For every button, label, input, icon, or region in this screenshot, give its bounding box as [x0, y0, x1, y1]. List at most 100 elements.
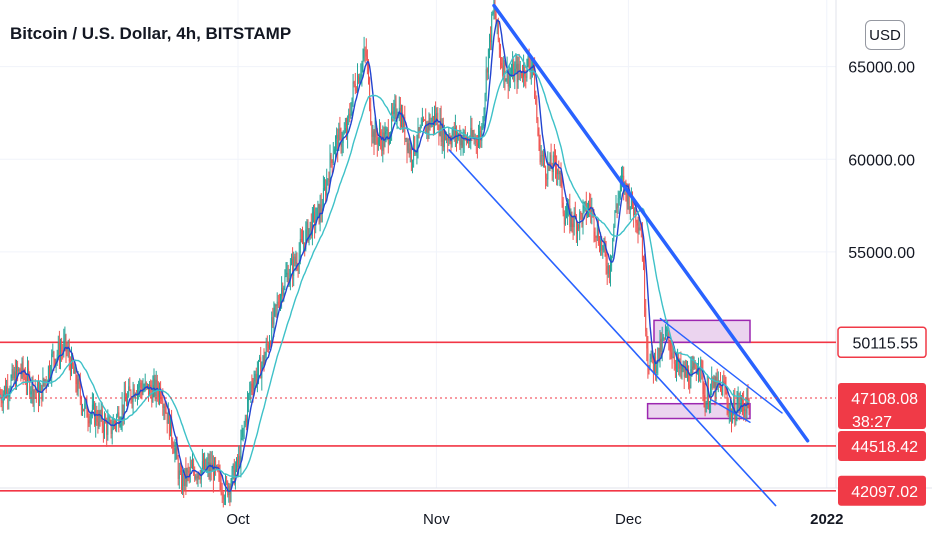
candle-body: [29, 375, 31, 395]
price-tick-label: 60000.00: [848, 152, 915, 169]
candle-body: [416, 146, 418, 153]
candle-body: [617, 197, 619, 208]
candle-body: [584, 201, 586, 204]
candle-body: [222, 494, 224, 500]
candle-body: [249, 392, 251, 395]
candle-body: [264, 355, 266, 365]
candle-body: [218, 470, 220, 472]
candle-body: [575, 218, 577, 234]
inner-resistance-trendline[interactable]: [659, 317, 783, 414]
candle-body: [204, 459, 206, 470]
candle-body: [25, 383, 27, 385]
candle-body: [361, 63, 363, 75]
candle-body: [329, 154, 331, 183]
candle-body: [276, 301, 278, 307]
candle-body: [710, 388, 712, 403]
candle-body: [43, 378, 45, 384]
candle-body: [655, 356, 657, 373]
candle-body: [393, 106, 395, 115]
candle-body: [621, 177, 622, 181]
price-axis[interactable]: 65000.00 60000.00 55000.00: [848, 60, 915, 262]
candle-body: [643, 260, 644, 266]
candle-body: [108, 419, 110, 422]
candle-body: [316, 207, 318, 220]
candle-body: [634, 207, 636, 216]
candle-body: [31, 380, 33, 392]
upper-channel-trendline[interactable]: [492, 3, 810, 443]
candle-body: [90, 413, 92, 417]
candle-body: [644, 265, 646, 309]
candle-body: [88, 420, 90, 424]
candle-body: [670, 351, 672, 353]
candle-body: [309, 222, 311, 229]
candle-body: [275, 304, 277, 307]
candle-body: [678, 357, 680, 369]
candle-body: [418, 127, 420, 133]
candle-body: [407, 143, 409, 151]
candle-body: [376, 137, 378, 145]
candle-body: [468, 139, 470, 144]
candle-body: [546, 178, 548, 180]
candle-body: [317, 204, 319, 208]
candle-body: [471, 127, 473, 138]
candle-body: [481, 125, 483, 141]
candle-body: [239, 455, 241, 465]
candle-body: [647, 348, 649, 368]
candle-body: [364, 49, 366, 51]
candle-body: [335, 138, 336, 150]
candle-body: [716, 376, 718, 383]
candle-body: [337, 134, 339, 151]
candle-body: [573, 212, 575, 228]
candle-body: [507, 69, 509, 87]
candle-body: [296, 262, 298, 267]
candle-body: [140, 382, 142, 389]
candle-body: [164, 406, 166, 412]
time-axis[interactable]: Oct Nov Dec 2022: [226, 511, 843, 528]
candle-body: [273, 307, 275, 325]
candle-body: [66, 350, 68, 352]
candle-body: [676, 362, 677, 369]
inner-support-trendline[interactable]: [710, 399, 751, 423]
candle-body: [98, 411, 100, 426]
candle-body: [544, 155, 545, 167]
candle-body: [40, 384, 42, 393]
candle-body: [148, 384, 149, 396]
candle-body: [3, 386, 5, 394]
candle-body: [76, 384, 78, 392]
candle-body: [193, 464, 195, 472]
candle-body: [636, 222, 638, 226]
candle-body: [392, 111, 394, 115]
candle-body: [567, 206, 569, 216]
candle-body: [464, 132, 466, 136]
candle-body: [419, 127, 421, 133]
candle-body: [161, 398, 163, 401]
candle-body: [370, 108, 372, 124]
candle-body: [702, 370, 704, 395]
candle-body: [645, 308, 647, 332]
candle-body: [45, 379, 47, 383]
candle-body: [306, 222, 308, 230]
candle-body: [467, 139, 468, 142]
candle-body: [599, 243, 600, 251]
candle-body: [589, 203, 591, 207]
candle-body: [131, 399, 133, 403]
candle-body: [95, 410, 97, 426]
candle-body: [96, 410, 98, 422]
candle-body: [622, 175, 624, 178]
candle-body: [649, 358, 651, 370]
candle-body: [506, 69, 508, 80]
candle-body: [641, 231, 643, 261]
candle-body: [142, 389, 144, 394]
candle-body: [482, 124, 484, 126]
candle-body: [638, 227, 640, 231]
trendlines[interactable]: [448, 3, 810, 507]
currency-button[interactable]: USD: [865, 20, 905, 50]
candle-body: [694, 363, 696, 369]
candle-body: [291, 259, 292, 265]
candle-body: [196, 476, 198, 479]
candle-body: [714, 381, 716, 398]
lower-channel-trendline[interactable]: [448, 149, 777, 507]
candle-body: [504, 60, 506, 81]
candle-body: [5, 386, 6, 396]
